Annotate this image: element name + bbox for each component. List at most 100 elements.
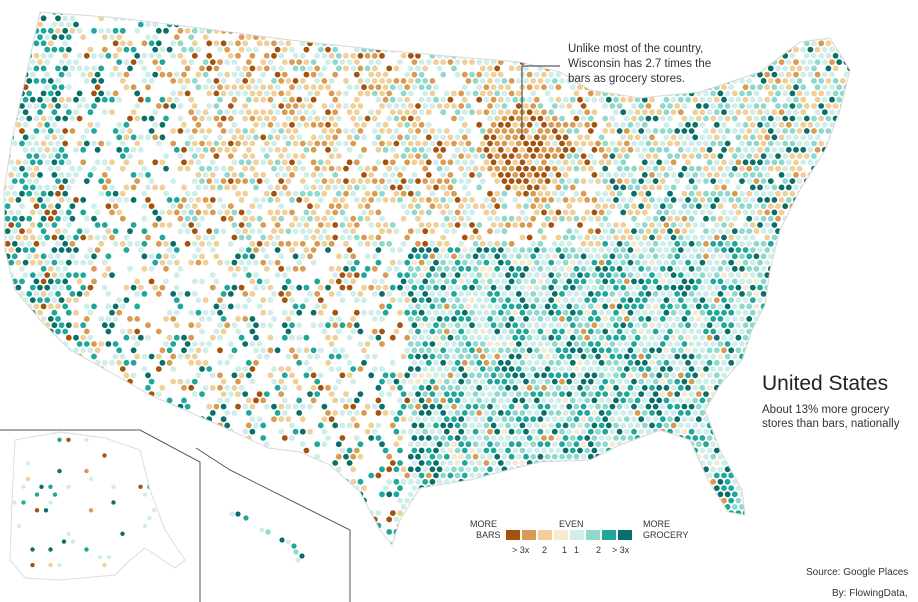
- hex-dot: [652, 316, 659, 322]
- hex-dot: [595, 190, 601, 197]
- hex-dot: [692, 284, 699, 291]
- hex-dot: [249, 78, 256, 84]
- hex-dot: [767, 303, 774, 310]
- hex-dot: [134, 341, 141, 347]
- hex-dot: [256, 303, 263, 310]
- hex-dot: [4, 209, 7, 216]
- hex-dot: [627, 134, 634, 141]
- hex-dot: [811, 128, 817, 134]
- hex-dot: [461, 46, 468, 53]
- hex-dot: [465, 316, 472, 322]
- hex-dot: [487, 328, 493, 335]
- hex-dot: [245, 71, 252, 78]
- hex-dot: [584, 96, 591, 103]
- hex-dot: [735, 209, 742, 216]
- hex-dot: [847, 178, 850, 185]
- hex-dot: [771, 34, 778, 40]
- hex-dot: [11, 190, 18, 197]
- hex-dot: [37, 322, 43, 329]
- hex-dot: [343, 253, 349, 260]
- hex-dot: [609, 303, 616, 310]
- hex-dot: [379, 128, 385, 134]
- hex-dot: [325, 222, 331, 228]
- hex-dot: [613, 146, 619, 153]
- hex-dot: [217, 297, 223, 303]
- hex-dot: [652, 15, 659, 22]
- hex-dot: [775, 328, 781, 335]
- hex-dot: [728, 259, 735, 266]
- hex-dot: [350, 328, 357, 335]
- hex-dot: [670, 334, 677, 341]
- hex-dot: [11, 165, 18, 172]
- hex-dot: [746, 316, 753, 322]
- hex-dot: [703, 15, 709, 22]
- hex-dot: [249, 291, 256, 297]
- hex-dot: [494, 90, 501, 97]
- hex-dot: [742, 322, 749, 329]
- hex-dot: [281, 96, 288, 103]
- hex-dot: [361, 297, 367, 303]
- hex-dot: [825, 103, 832, 109]
- hex-dot: [620, 172, 627, 178]
- hex-dot: [573, 178, 580, 185]
- hex-dot: [476, 234, 483, 241]
- hex-dot: [638, 115, 645, 122]
- hex-dot: [94, 247, 101, 253]
- hex-dot: [134, 140, 141, 147]
- hex-dot: [785, 34, 792, 40]
- hex-dot: [598, 146, 605, 153]
- hex-dot: [469, 209, 475, 216]
- hex-dot: [731, 15, 738, 22]
- hex-dot: [443, 215, 450, 222]
- hex-dot: [389, 284, 396, 291]
- hex-dot: [307, 291, 313, 297]
- hex-dot: [249, 15, 256, 22]
- hex-dot: [685, 146, 691, 153]
- hex-dot: [443, 278, 450, 285]
- hex-dot: [170, 178, 177, 185]
- hex-dot: [512, 347, 519, 354]
- hex-dot: [587, 278, 594, 285]
- hex-dot: [782, 52, 789, 59]
- hex-dot: [717, 303, 724, 310]
- hex-dot: [40, 240, 47, 247]
- hex-dot: [155, 291, 162, 297]
- hex-dot: [364, 115, 371, 122]
- hex-dot: [119, 165, 126, 172]
- hex-dot: [447, 347, 454, 354]
- hex-dot: [343, 228, 349, 235]
- hex-dot: [425, 222, 432, 228]
- hex-dot: [321, 115, 328, 122]
- hex-dot: [753, 103, 760, 109]
- hex-dot: [181, 146, 187, 153]
- hex-dot: [123, 247, 130, 253]
- hex-dot: [242, 40, 249, 47]
- hex-dot: [397, 109, 403, 116]
- hex-dot: [51, 159, 58, 166]
- hex-dot: [170, 341, 177, 347]
- hex-dot: [713, 21, 720, 28]
- hex-dot: [389, 159, 396, 166]
- hex-dot: [638, 316, 645, 322]
- hex-dot: [4, 15, 11, 22]
- hex-dot: [26, 103, 33, 109]
- hex-dot: [267, 59, 274, 65]
- hex-dot: [631, 341, 637, 347]
- hex-dot: [818, 240, 825, 247]
- hex-dot: [411, 197, 418, 203]
- hex-dot: [663, 197, 670, 203]
- hex-dot: [497, 34, 504, 40]
- hex-dot: [281, 46, 288, 53]
- hex-dot: [724, 115, 731, 122]
- hex-dot: [843, 309, 850, 316]
- hex-dot: [721, 284, 727, 291]
- hex-dot: [263, 190, 270, 197]
- hex-dot: [807, 334, 814, 341]
- hex-dot: [523, 291, 529, 297]
- hex-dot: [818, 278, 825, 285]
- hex-dot: [512, 309, 519, 316]
- hex-dot: [494, 240, 501, 247]
- hex-dot: [692, 121, 699, 128]
- hex-dot: [422, 140, 429, 147]
- hex-dot: [533, 96, 540, 103]
